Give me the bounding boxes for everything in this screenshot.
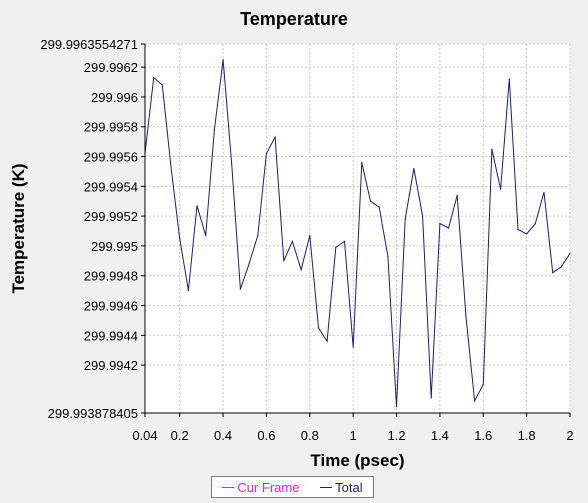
data-point [274,136,276,138]
data-point [500,188,502,190]
data-point [153,76,155,79]
data-point [395,406,398,408]
y-tick-label: 299.9963554271 [40,37,138,52]
y-tick-label: 299.9958 [84,120,138,135]
data-point [161,84,163,86]
data-point [482,383,484,386]
chart-canvas: 0.04 0.2 0.4 0.6 0.8 1 1.2 1.4 1.6 1.8 2 299.996355… [9,9,574,470]
data-point [552,272,554,274]
x-tick-label: 2 [566,428,573,443]
data-point [283,260,285,262]
data-point [569,252,571,254]
legend-swatch-cur-frame [222,486,235,488]
data-point [473,400,476,402]
x-tick-label: 1.2 [387,428,405,443]
x-tick-label: 1.8 [518,428,536,443]
data-point [491,148,493,150]
data-point [456,194,458,196]
x-tick-label: 0.6 [257,428,275,443]
data-point [439,222,441,225]
y-axis-label: Temperature (K) [9,163,28,293]
data-point [369,200,372,202]
y-tick-label: 299.9948 [84,269,138,284]
data-point [300,269,302,271]
x-tick-label: 0.2 [171,428,189,443]
plot-area [145,44,570,413]
data-point [335,246,337,249]
data-point [543,191,545,193]
data-point [361,161,363,164]
series-line-total [144,59,571,407]
data-point [222,59,224,61]
data-point [430,397,432,399]
x-tick-label: 0.04 [132,428,157,443]
data-point [404,218,406,220]
x-tick-label: 0.4 [214,428,232,443]
y-tick-label: 299.9962 [84,60,138,75]
data-point [534,222,536,225]
data-point [248,263,250,265]
data-point [413,167,415,170]
data-point [317,327,320,329]
data-point [326,340,328,342]
legend-label-total: Total [335,479,363,495]
legend-item-total[interactable]: Total [320,479,363,495]
legend: Cur Frame Total [211,476,374,498]
axes [141,43,571,417]
chart-title: Temperature [240,9,348,29]
y-tick-label: 299.9954 [84,179,138,194]
data-point [526,233,528,235]
data-point [265,152,268,155]
legend-label-cur-frame: Cur Frame [237,479,300,495]
data-point [239,288,242,290]
data-point [170,166,172,168]
data-point [421,215,424,217]
data-point [196,205,198,207]
data-point [291,240,294,243]
data-point [447,227,450,229]
y-tick-label: 299.9946 [84,299,138,314]
legend-item-cur-frame[interactable]: Cur Frame [222,480,299,495]
data-point [187,290,189,292]
y-tick-label: 299.9944 [84,328,138,343]
data-point [213,129,215,131]
data-point [343,240,346,243]
data-point [387,255,389,257]
y-tick-label: 299.9942 [84,358,138,373]
data-point [231,163,233,165]
y-tick-label: 299.995 [91,239,138,254]
data-point [179,237,181,240]
data-point [465,315,467,317]
data-point [560,266,562,268]
data-point [517,228,519,231]
y-tick-label: 299.9952 [84,209,138,224]
data-point [205,234,207,237]
data-point [508,78,510,80]
tick-labels: 0.04 0.2 0.4 0.6 0.8 1 1.2 1.4 1.6 1.8 2 299.996355… [40,37,573,443]
x-tick-label: 1.6 [474,428,492,443]
data-point [352,346,354,348]
y-tick-label: 299.996 [91,90,138,105]
data-point [257,234,259,237]
series-layer [144,59,571,408]
data-point [378,206,380,208]
y-tick-label: 299.993878405 [48,406,138,421]
data-point [309,234,311,237]
x-tick-label: 0.8 [301,428,319,443]
x-tick-label: 1 [350,428,357,443]
x-tick-label: 1.4 [431,428,449,443]
legend-swatch-total [320,486,333,488]
y-tick-label: 299.9956 [84,150,138,165]
x-axis-label: Time (psec) [310,451,404,470]
